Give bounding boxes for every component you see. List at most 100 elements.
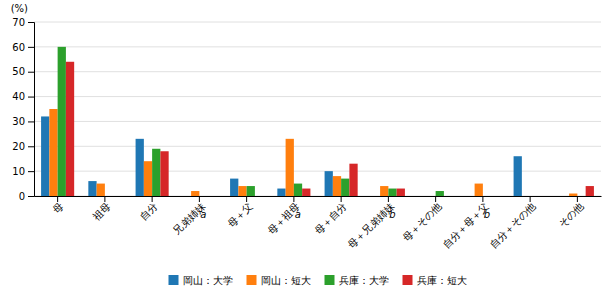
bar [66,62,74,196]
bar [372,196,380,197]
x-tick-label: 母＋祖母 [266,200,302,236]
bar [427,196,435,197]
x-axis-line [35,196,602,197]
bar-series [49,109,577,196]
legend-swatch [169,275,179,285]
bar [152,149,160,196]
annotation: b [484,209,490,220]
y-tick: 0 [19,191,34,202]
y-tick-mark [28,97,34,98]
bar [444,196,452,197]
bar [349,164,357,196]
bar [238,186,246,196]
x-tick-label: 母＋兄弟姉妹 [346,200,396,250]
legend-item: 兵庫：大学 [325,275,389,286]
bar-series [66,62,594,196]
bar [577,196,585,197]
y-tick-mark [28,47,34,48]
y-tick-label: 20 [12,141,25,152]
y-tick-mark [28,72,34,73]
annotation: a [200,209,206,220]
bar [97,184,105,196]
legend-swatch [247,275,257,285]
y-tick-mark [28,196,34,197]
grid-line [34,96,601,97]
bar [569,194,577,196]
bar-series [41,116,522,196]
bar [333,176,341,196]
y-tick-mark [28,121,34,122]
bar [41,116,49,196]
grid-line [34,146,601,147]
grid-line [34,46,601,47]
legend-item: 岡山：短大 [247,275,311,286]
bar [230,179,238,196]
bar [286,139,294,196]
grid [34,22,601,196]
x-tick-label: 祖母 [91,200,113,222]
legend-swatch [325,275,335,285]
legend-item: 兵庫：短大 [403,275,467,286]
y-tick: 60 [12,42,34,53]
bar [136,139,144,196]
bar [538,196,546,197]
annotation: b [389,209,395,220]
y-tick: 30 [12,116,34,127]
bar [530,196,538,197]
x-tick-label: 母＋その他 [400,200,443,243]
bar [49,109,57,196]
x-tick: 母＋兄弟姉妹 [346,196,396,250]
x-tick: 母＋父 [225,196,254,229]
bar [388,189,396,196]
y-tick-label: 40 [12,91,25,102]
x-tick: 母＋その他 [400,196,443,243]
x-axis: 母 祖母 自分兄弟姉妹母＋父母＋祖母母＋自分母＋兄弟姉妹母＋その他自分＋母＋父自分＋… [35,196,602,250]
bar [247,186,255,196]
x-tick-label: 母＋父 [225,200,254,229]
bar [483,196,491,197]
y-tick: 40 [12,91,34,102]
bar [325,171,333,196]
x-tick-label: 母 [51,200,66,215]
x-tick: その他 [556,196,585,229]
bar [419,196,427,197]
y-tick-label: 30 [12,116,25,127]
grid-line [34,71,601,72]
x-tick: 自分＋母＋父 [440,196,490,250]
x-tick: 自分 [138,196,160,222]
y-tick-label: 60 [12,42,25,53]
bar [277,189,285,196]
bar [294,184,302,196]
bar [191,191,199,196]
x-tick: 自分＋その他 [488,196,538,250]
x-tick-label: 兄弟姉妹 [171,200,207,236]
bar [144,161,152,196]
grid-line [34,121,601,122]
y-tick-mark [28,171,34,172]
bar [475,184,483,196]
y-axis-title: (%) [11,3,28,14]
x-tick-label: 母＋自分 [313,200,349,236]
chart: 0 10 20 30 40 50 60 70 母 祖母 自分兄弟姉妹母＋父母＋祖母母＋自分母＋兄弟姉… [0,0,613,292]
legend-label: 兵庫：短大 [417,275,467,286]
legend-label: 兵庫：大学 [339,275,389,286]
bar [341,179,349,196]
bar [105,196,113,197]
annotations: aabb [200,209,490,220]
grid-line [34,22,601,23]
x-tick: 母＋自分 [313,196,349,236]
bar [586,186,594,196]
x-tick-label: 自分 [138,200,160,222]
legend-label: 岡山：大学 [183,275,233,286]
y-tick-label: 10 [12,166,25,177]
y-tick-label: 0 [19,191,25,202]
bar [380,186,388,196]
bar [208,196,216,197]
bar [514,156,522,196]
bar [113,196,121,197]
y-tick: 70 [12,17,34,28]
y-tick-label: 50 [12,66,25,77]
y-tick-label: 70 [12,17,25,28]
legend: 岡山：大学 岡山：短大 兵庫：大学 兵庫：短大 [169,275,467,286]
x-tick: 祖母 [91,196,113,222]
